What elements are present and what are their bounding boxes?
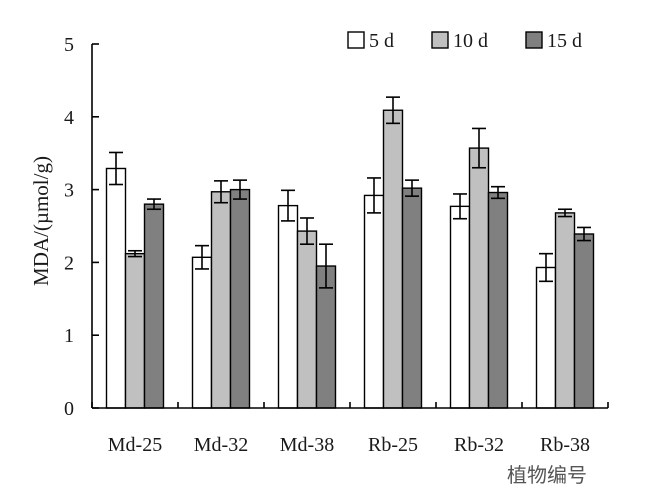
bars-layer — [105, 109, 595, 409]
error-bar-md-25-10d — [128, 249, 142, 258]
legend-label: 10 d — [453, 30, 488, 52]
error-bar-md-38-10d — [300, 217, 314, 245]
x-tick-label: Rb-32 — [454, 434, 504, 456]
bar-rb-38-15d — [573, 233, 595, 409]
legend-label: 15 d — [547, 30, 582, 52]
bar-rb-25-15d — [401, 187, 423, 409]
x-tick-label: Rb-25 — [368, 434, 418, 456]
error-bars-layer — [109, 96, 591, 289]
axes-layer: 0 1 2 3 4 5 Md-25 Md-32 Md-38 Rb-25 Rb-32 Rb-38 MDA/… — [29, 34, 609, 487]
legend-swatch — [431, 31, 449, 49]
error-bar-md-32-15d — [233, 179, 247, 200]
error-bar-rb-32-15d — [491, 185, 505, 200]
error-bar-rb-38-10d — [558, 208, 572, 218]
bar-md-32-15d — [229, 188, 251, 409]
bar-md-25-5d — [105, 167, 127, 409]
bar-md-38-10d — [296, 230, 318, 409]
y-tick-label: 0 — [64, 398, 74, 420]
bar-md-32-10d — [210, 191, 232, 409]
error-bar-rb-32-10d — [472, 127, 486, 169]
bar-rb-32-5d — [449, 205, 471, 409]
error-bar-rb-25-15d — [405, 179, 419, 197]
y-tick-label: 5 — [64, 34, 74, 56]
legend-swatch — [347, 31, 365, 49]
bar-rb-38-10d — [554, 212, 576, 409]
y-tick-label: 1 — [64, 325, 74, 347]
bar-md-25-15d — [143, 203, 165, 409]
bar-md-25-10d — [124, 252, 146, 409]
error-bar-rb-38-15d — [577, 226, 591, 242]
legend-item-10d: 10 d — [431, 30, 488, 52]
x-tick-label: Md-38 — [280, 434, 334, 456]
y-tick-label: 3 — [64, 180, 74, 202]
y-tick-label: 2 — [64, 252, 74, 274]
y-axis-label: MDA/(µmol/g) — [29, 156, 53, 286]
x-axis-label: 植物编号 — [507, 463, 587, 487]
error-bar-rb-38-5d — [539, 252, 553, 283]
error-bar-md-38-15d — [319, 243, 333, 289]
x-tick-label: Rb-38 — [540, 434, 590, 456]
bar-md-32-5d — [191, 256, 213, 409]
error-bar-md-32-5d — [195, 244, 209, 270]
error-bar-md-32-10d — [214, 180, 228, 204]
bar-rb-25-10d — [382, 109, 404, 409]
error-bar-rb-25-5d — [367, 177, 381, 214]
bar-rb-38-5d — [535, 266, 557, 409]
bar-rb-25-5d — [363, 194, 385, 409]
y-tick-label: 4 — [64, 107, 74, 129]
error-bar-md-38-5d — [281, 189, 295, 222]
error-bar-rb-25-10d — [386, 96, 400, 125]
legend-label: 5 d — [369, 30, 394, 52]
x-tick-label: Md-32 — [194, 434, 248, 456]
error-bar-rb-32-5d — [453, 193, 467, 220]
error-bar-md-25-15d — [147, 198, 161, 211]
x-tick-label: Md-25 — [108, 434, 162, 456]
bar-rb-32-10d — [468, 147, 490, 409]
legend: 5 d 10 d 15 d — [347, 30, 582, 52]
legend-swatch — [525, 31, 543, 49]
bar-rb-32-15d — [487, 191, 509, 409]
bar-md-38-5d — [277, 204, 299, 409]
legend-item-15d: 15 d — [525, 30, 582, 52]
error-bar-md-25-5d — [109, 151, 123, 186]
legend-item-5d: 5 d — [347, 30, 394, 52]
